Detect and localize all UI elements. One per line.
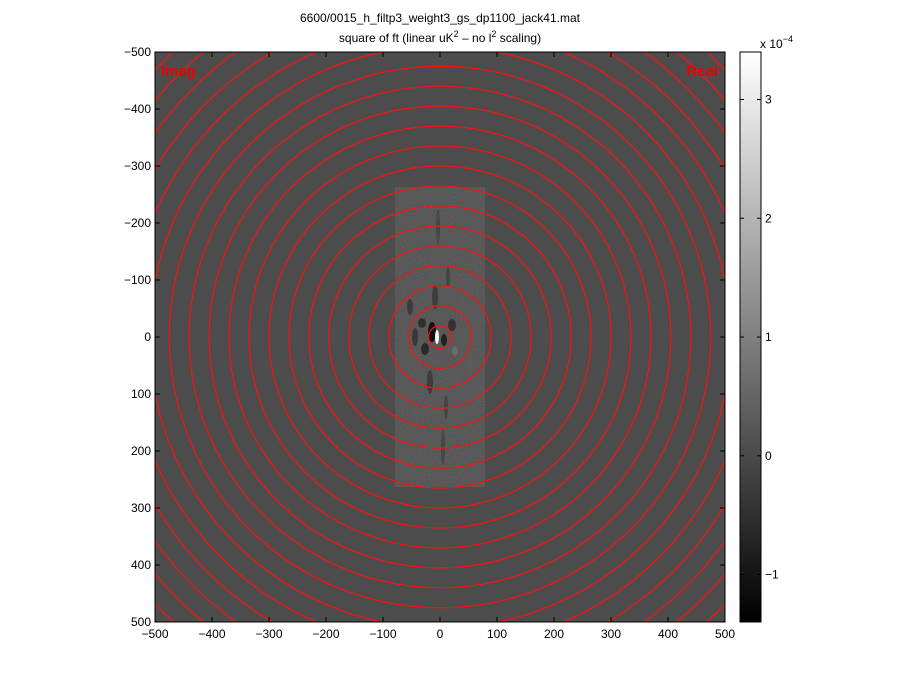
ring-circle xyxy=(388,285,492,389)
x-tick-label: −300 xyxy=(255,627,282,641)
subtitle-part: scaling) xyxy=(496,31,541,45)
colorbar-multiplier-exponent: −4 xyxy=(783,34,793,44)
real-label: Real xyxy=(686,63,718,80)
colorbar-tick-label: 3 xyxy=(765,93,772,107)
y-tick-label: −500 xyxy=(124,45,151,59)
heatmap-feature xyxy=(448,319,456,331)
y-tick-label: 200 xyxy=(131,444,151,458)
heatmap-feature xyxy=(467,359,473,375)
x-tick-label: 0 xyxy=(437,627,444,641)
ring-circle xyxy=(408,305,472,369)
ring-circle xyxy=(228,125,652,549)
heatmap-central-structure xyxy=(395,187,485,487)
imag-label: Imag xyxy=(161,63,196,80)
subtitle-superscript: 2 xyxy=(491,29,496,39)
x-axis: −500 −400 −300 −200 −100 0 100 200 300 400 500 xyxy=(141,52,735,641)
heatmap-image xyxy=(155,52,725,622)
ring-circle xyxy=(428,325,453,350)
heatmap-feature xyxy=(427,370,433,394)
ring-circle xyxy=(308,205,572,469)
heatmap-feature xyxy=(446,267,450,287)
ring-circle xyxy=(328,225,552,449)
x-tick-label: 300 xyxy=(601,627,621,641)
heatmap-feature xyxy=(421,343,429,355)
ring-circle xyxy=(188,85,692,589)
heatmap-feature xyxy=(436,209,440,245)
chart-subtitle: square of ft (linear uK2 – no l2 scaling… xyxy=(339,29,541,45)
x-tick-label: 200 xyxy=(544,627,564,641)
x-tick-label: 500 xyxy=(715,627,735,641)
heatmap-feature xyxy=(441,429,445,465)
heatmap-feature xyxy=(418,318,426,328)
subtitle-superscript: 2 xyxy=(454,29,459,39)
heatmap-feature xyxy=(432,285,438,309)
x-tick-label: 100 xyxy=(487,627,507,641)
colorbar-multiplier: x 10−4 xyxy=(760,34,793,51)
x-tick-label: −100 xyxy=(369,627,396,641)
y-tick-label: −400 xyxy=(124,102,151,116)
colorbar-tick-label: 1 xyxy=(765,330,772,344)
y-tick-label: 0 xyxy=(144,330,151,344)
y-tick-label: 300 xyxy=(131,501,151,515)
ring-circle xyxy=(348,245,532,429)
heatmap-feature xyxy=(444,395,448,419)
y-tick-label: 100 xyxy=(131,387,151,401)
y-tick-label: 500 xyxy=(131,615,151,629)
y-tick-label: −200 xyxy=(124,216,151,230)
heatmap-feature xyxy=(441,334,447,346)
heatmap-feature xyxy=(412,328,418,346)
subtitle-part: square of ft (linear uK xyxy=(339,31,454,45)
y-tick-label: −300 xyxy=(124,159,151,173)
heatmap-feature xyxy=(461,330,467,348)
ring-circle xyxy=(268,165,612,509)
ring-circle xyxy=(288,185,592,489)
y-tick-label: 400 xyxy=(131,558,151,572)
colorbar-ticks: −1 0 1 2 3 xyxy=(740,93,779,582)
ring-circle xyxy=(208,105,672,569)
y-tick-label: −100 xyxy=(124,273,151,287)
heatmap-feature xyxy=(452,346,458,356)
colorbar-tick-label: 0 xyxy=(765,449,772,463)
chart-title: 6600/0015_h_filtp3_weight3_gs_dp1100_jac… xyxy=(300,11,581,25)
ring-overlay xyxy=(155,52,725,622)
ring-circle xyxy=(368,265,512,409)
colorbar-tick-label: 2 xyxy=(765,211,772,225)
x-tick-label: −500 xyxy=(141,627,168,641)
colorbar-tick-label: −1 xyxy=(765,568,779,582)
subtitle-part: – no l xyxy=(459,31,492,45)
heatmap-feature xyxy=(435,353,445,361)
colorbar-multiplier-base: x 10 xyxy=(760,37,783,51)
y-axis: −500 −400 −300 −200 −100 0 100 200 300 400 500 xyxy=(124,45,725,629)
heatmap-feature xyxy=(435,330,439,344)
colorbar: −1 0 1 2 3 x 10−4 xyxy=(739,34,793,623)
heatmap-feature xyxy=(407,299,413,315)
x-tick-label: −200 xyxy=(312,627,339,641)
ring-circle xyxy=(168,65,712,609)
x-tick-label: 400 xyxy=(658,627,678,641)
heatmap-texture xyxy=(395,187,485,487)
x-tick-label: −400 xyxy=(198,627,225,641)
ring-circle xyxy=(248,145,632,529)
